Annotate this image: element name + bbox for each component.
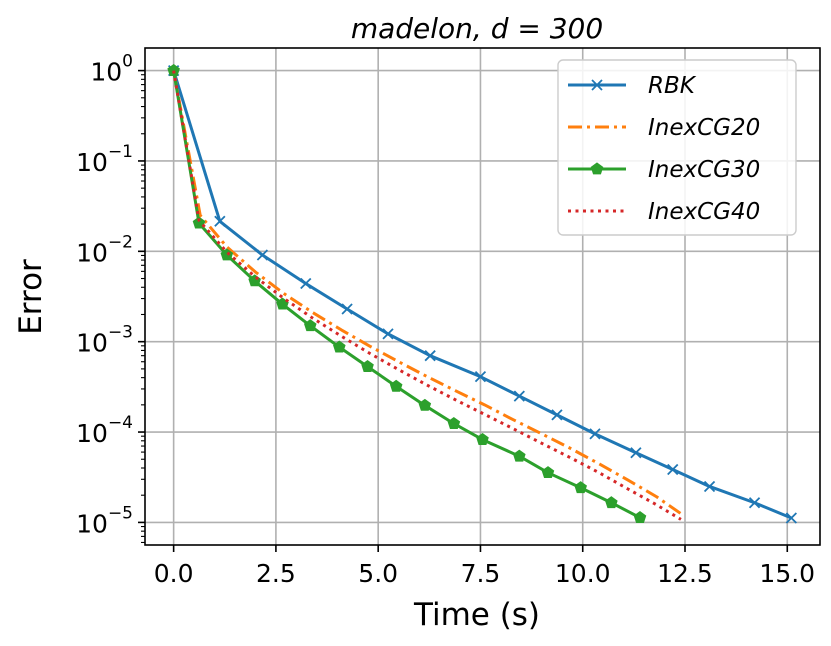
legend-item: RBK — [568, 73, 697, 99]
y-tick-label: 100 — [90, 52, 133, 87]
data-point — [574, 481, 587, 494]
series-line — [172, 70, 682, 521]
y-tick-base: 10 — [76, 509, 108, 538]
y-tick-base: 10 — [90, 58, 122, 87]
x-axis: 0.0 2.5 5.0 7.5 10.0 12.5 15.0 — [154, 545, 815, 588]
y-tick-label: 10−2 — [76, 232, 133, 267]
data-point — [382, 328, 394, 340]
data-point — [474, 371, 487, 383]
data-point — [333, 340, 346, 353]
data-point — [589, 428, 601, 440]
y-tick-exponent: −4 — [108, 413, 133, 433]
y-tick-base: 10 — [76, 148, 108, 177]
x-axis-label: Time (s) — [413, 597, 540, 633]
data-point — [541, 466, 555, 479]
series-InexCG40 — [172, 70, 682, 521]
chart-title: madelon, d = 300 — [351, 12, 603, 45]
y-tick-exponent: −2 — [108, 232, 133, 252]
data-point — [605, 496, 618, 509]
data-point — [424, 350, 436, 362]
legend-label: InexCG20 — [648, 115, 760, 141]
data-point — [633, 510, 647, 523]
data-point — [748, 497, 761, 509]
x-tick-label: 5.0 — [358, 559, 398, 588]
plot-series — [167, 63, 798, 524]
y-tick-label: 10−4 — [76, 413, 133, 448]
x-tick-label: 15.0 — [759, 559, 815, 588]
series-InexCG30 — [167, 63, 647, 523]
data-point — [303, 319, 317, 332]
data-point — [476, 432, 489, 445]
legend-item: InexCG40 — [568, 199, 760, 225]
legend-item: InexCG20 — [568, 115, 760, 141]
data-point — [703, 480, 716, 493]
y-tick-exponent: −3 — [108, 323, 133, 343]
x-tick-label: 12.5 — [657, 559, 713, 588]
x-tick-label: 10.0 — [555, 559, 611, 588]
legend-item: InexCG30 — [568, 157, 760, 183]
x-tick-label: 7.5 — [461, 559, 501, 588]
y-tick-label: 10−1 — [76, 142, 133, 177]
series-line — [172, 70, 682, 515]
legend-label: InexCG30 — [648, 157, 760, 183]
data-point — [361, 359, 374, 372]
data-point — [418, 398, 432, 411]
data-point — [785, 512, 798, 524]
data-point — [192, 216, 206, 229]
data-point — [513, 449, 526, 462]
data-point — [389, 379, 403, 392]
data-point — [630, 447, 642, 459]
data-point — [447, 416, 461, 429]
series-RBK — [167, 64, 798, 524]
series-InexCG20 — [172, 70, 682, 515]
y-tick-base: 10 — [76, 329, 108, 358]
y-tick-exponent: −1 — [108, 142, 133, 162]
y-tick-exponent: 0 — [122, 52, 133, 72]
data-point — [214, 215, 226, 227]
data-point — [256, 249, 269, 261]
data-point — [513, 390, 525, 402]
legend-marker — [590, 162, 604, 175]
y-tick-label: 10−5 — [76, 503, 133, 538]
y-axis-label: Error — [13, 259, 49, 335]
y-tick-base: 10 — [76, 419, 108, 448]
y-tick-base: 10 — [76, 238, 108, 267]
data-point — [551, 409, 563, 421]
data-point — [300, 277, 312, 290]
legend: RBK InexCG20 InexCG30 InexCG40 — [557, 59, 797, 236]
data-point — [667, 463, 679, 476]
series-line — [172, 70, 792, 520]
data-point — [341, 303, 353, 315]
legend-label: InexCG40 — [648, 199, 760, 225]
y-tick-exponent: −5 — [108, 503, 133, 523]
data-point — [220, 248, 234, 261]
legend-label: RBK — [648, 73, 697, 99]
legend-marker — [591, 79, 603, 91]
plot-frame — [144, 47, 821, 546]
x-tick-label: 2.5 — [256, 559, 296, 588]
data-point — [167, 63, 180, 76]
legend-box — [557, 59, 797, 236]
y-tick-label: 10−3 — [76, 323, 133, 358]
x-tick-label: 0.0 — [154, 559, 194, 588]
